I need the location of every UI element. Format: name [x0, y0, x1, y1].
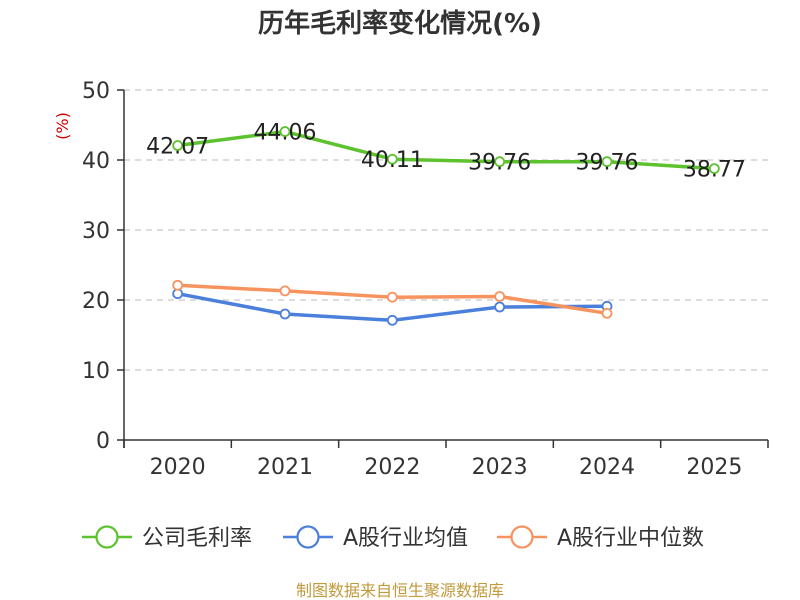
- axes: 0 10 20 30 40 50 2020 2021 2022 2023 2024 2025: [82, 79, 769, 480]
- x-tick-label: 2020: [150, 455, 206, 480]
- x-tick-label: 2023: [472, 455, 528, 480]
- data-point-1[interactable]: [386, 314, 398, 326]
- y-tick-label: 50: [82, 79, 110, 104]
- legend-label: A股行业中位数: [557, 526, 704, 551]
- legend[interactable]: 公司毛利率 A股行业均值 A股行业中位数: [82, 525, 704, 551]
- x-tick-label: 2021: [257, 455, 313, 480]
- data-point-0[interactable]: [601, 156, 613, 168]
- data-label: 39.76: [576, 151, 639, 176]
- legend-label: 公司毛利率: [142, 526, 252, 551]
- data-point-1[interactable]: [279, 308, 291, 320]
- y-tick-label: 40: [82, 149, 110, 174]
- data-point-0[interactable]: [494, 156, 506, 168]
- data-point-2[interactable]: [601, 307, 613, 319]
- data-point-0[interactable]: [279, 126, 291, 137]
- legend-swatch-marker: [510, 525, 534, 549]
- data-point-2[interactable]: [172, 279, 184, 291]
- grid-lines: [124, 89, 768, 371]
- data-label: 44.06: [254, 121, 317, 146]
- data-point-2[interactable]: [279, 285, 291, 297]
- legend-swatch-marker: [296, 525, 320, 549]
- data-point-2[interactable]: [494, 291, 506, 302]
- data-point-0[interactable]: [386, 153, 398, 165]
- legend-swatch-marker: [95, 525, 119, 549]
- data-label: 40.11: [361, 148, 424, 173]
- data-point-0[interactable]: [172, 140, 184, 151]
- data-label: 42.07: [146, 135, 209, 160]
- legend-item[interactable]: A股行业均值: [283, 525, 468, 551]
- legend-item[interactable]: 公司毛利率: [82, 525, 252, 551]
- data-labels: 42.07 44.06 40.11 39.76 39.76 38.77: [146, 121, 746, 183]
- series-lines: [172, 126, 720, 326]
- source-note: 制图数据来自恒生聚源数据库: [296, 581, 504, 600]
- legend-item[interactable]: A股行业中位数: [497, 525, 704, 551]
- y-tick-label: 10: [82, 359, 110, 384]
- legend-label: A股行业均值: [343, 526, 468, 551]
- y-tick-label: 0: [96, 429, 110, 454]
- y-tick-label: 20: [82, 289, 110, 314]
- x-tick-label: 2025: [686, 455, 742, 480]
- x-tick-label: 2022: [364, 455, 420, 480]
- y-tick-label: 30: [82, 219, 110, 244]
- data-label: 38.77: [683, 158, 746, 183]
- data-point-0[interactable]: [708, 163, 720, 175]
- y-axis-unit-label: (%): [53, 112, 72, 140]
- data-point-2[interactable]: [386, 291, 398, 303]
- series-line-0: [175, 129, 717, 171]
- data-point-1[interactable]: [494, 301, 506, 313]
- chart-title: 历年毛利率变化情况(%): [258, 8, 542, 39]
- x-tick-label: 2024: [579, 455, 635, 480]
- data-label: 39.76: [468, 151, 531, 176]
